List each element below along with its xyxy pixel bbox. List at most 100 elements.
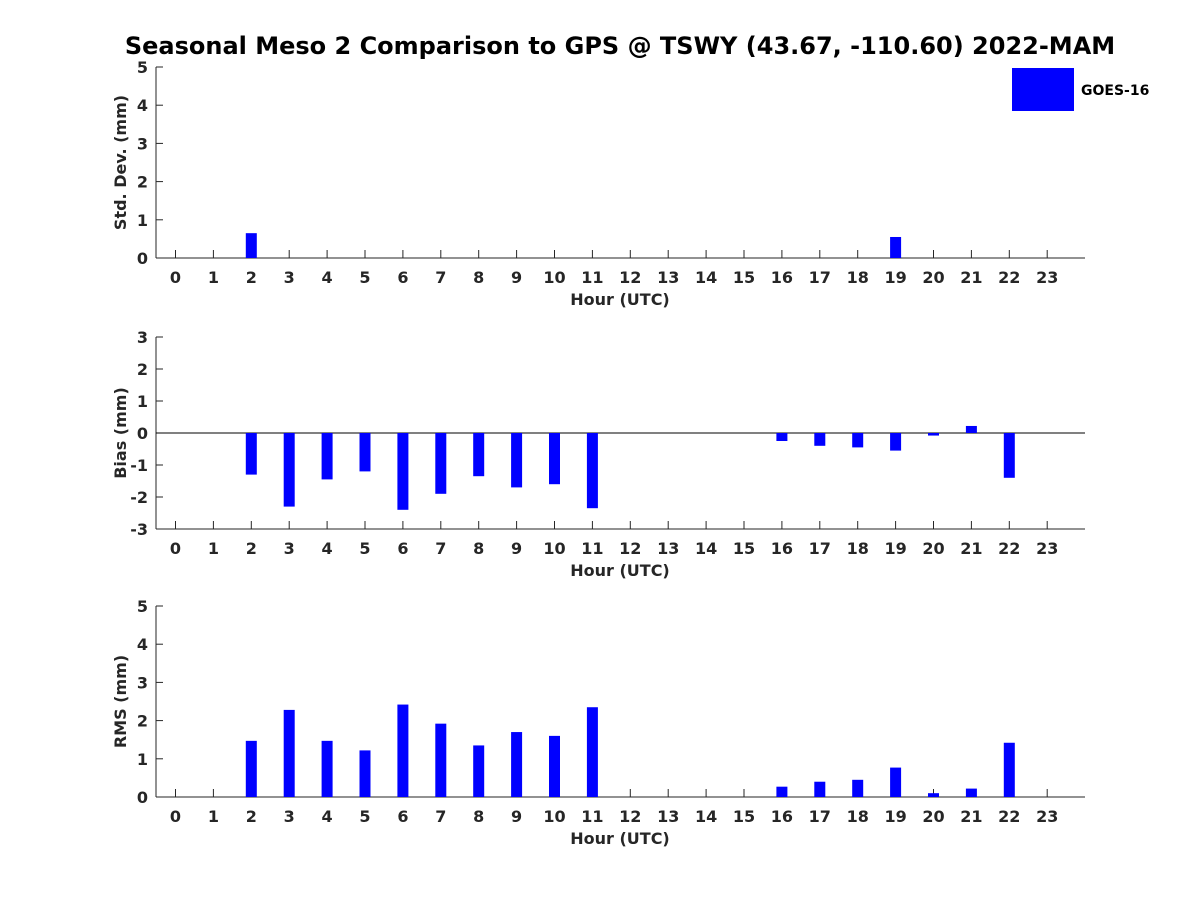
x-tick-label: 6 bbox=[397, 807, 408, 826]
x-tick-label: 3 bbox=[284, 807, 295, 826]
bar-rms-hour-17 bbox=[814, 781, 826, 797]
x-tick-label: 5 bbox=[359, 539, 370, 558]
x-tick-label: 20 bbox=[922, 807, 944, 826]
legend-swatch bbox=[1012, 68, 1074, 111]
x-tick-label: 2 bbox=[246, 539, 257, 558]
x-tick-label: 3 bbox=[284, 539, 295, 558]
x-tick-label: 15 bbox=[733, 539, 755, 558]
x-tick-label: 13 bbox=[657, 807, 679, 826]
bar-std-hour-2 bbox=[245, 233, 257, 258]
y-tick-label: 0 bbox=[137, 788, 148, 807]
x-tick-label: 16 bbox=[771, 539, 793, 558]
y-axis-label: Bias (mm) bbox=[111, 387, 130, 479]
y-tick-label: -1 bbox=[130, 456, 148, 475]
x-tick-label: 5 bbox=[359, 807, 370, 826]
x-tick-label: 11 bbox=[581, 807, 603, 826]
x-tick-label: 7 bbox=[435, 807, 446, 826]
x-tick-label: 14 bbox=[695, 268, 717, 287]
x-tick-label: 15 bbox=[733, 807, 755, 826]
bar-rms-hour-18 bbox=[852, 779, 864, 797]
bar-bias-hour-3 bbox=[283, 433, 295, 507]
bar-rms-hour-9 bbox=[511, 732, 523, 797]
x-tick-label: 15 bbox=[733, 268, 755, 287]
x-tick-label: 1 bbox=[208, 268, 219, 287]
bar-std-hour-19 bbox=[890, 236, 902, 258]
x-tick-label: 17 bbox=[809, 539, 831, 558]
x-tick-label: 10 bbox=[543, 807, 565, 826]
bar-rms-hour-19 bbox=[890, 767, 902, 797]
y-tick-label: 3 bbox=[137, 673, 148, 692]
x-tick-label: 9 bbox=[511, 539, 522, 558]
x-tick-label: 1 bbox=[208, 807, 219, 826]
x-tick-label: 7 bbox=[435, 539, 446, 558]
bar-bias-hour-2 bbox=[245, 433, 257, 475]
bar-rms-hour-8 bbox=[473, 745, 485, 797]
x-tick-label: 14 bbox=[695, 539, 717, 558]
x-tick-label: 14 bbox=[695, 807, 717, 826]
x-tick-label: 3 bbox=[284, 268, 295, 287]
bar-rms-hour-7 bbox=[435, 723, 447, 797]
x-tick-label: 0 bbox=[170, 807, 181, 826]
bar-rms-hour-22 bbox=[1003, 742, 1015, 797]
bar-bias-hour-20 bbox=[928, 433, 939, 436]
x-tick-label: 11 bbox=[581, 539, 603, 558]
bar-bias-hour-8 bbox=[473, 433, 485, 477]
y-axis-label: RMS (mm) bbox=[111, 655, 130, 748]
legend-label: GOES-16 bbox=[1081, 83, 1149, 99]
x-tick-label: 17 bbox=[809, 807, 831, 826]
bar-bias-hour-4 bbox=[321, 433, 333, 480]
x-tick-label: 4 bbox=[322, 539, 333, 558]
x-tick-label: 0 bbox=[170, 268, 181, 287]
x-tick-label: 18 bbox=[847, 268, 869, 287]
bar-bias-hour-7 bbox=[435, 433, 447, 494]
y-tick-label: 1 bbox=[137, 750, 148, 769]
x-tick-label: 21 bbox=[960, 807, 982, 826]
y-tick-label: 0 bbox=[137, 249, 148, 268]
bar-bias-hour-17 bbox=[814, 433, 826, 446]
bar-rms-hour-5 bbox=[359, 750, 371, 797]
bar-bias-hour-21 bbox=[965, 425, 977, 433]
x-tick-label: 18 bbox=[847, 807, 869, 826]
bar-rms-hour-20 bbox=[928, 793, 939, 797]
x-tick-label: 6 bbox=[397, 539, 408, 558]
x-tick-label: 13 bbox=[657, 539, 679, 558]
y-tick-label: 3 bbox=[137, 328, 148, 347]
x-tick-label: 11 bbox=[581, 268, 603, 287]
x-tick-label: 17 bbox=[809, 268, 831, 287]
bar-rms-hour-2 bbox=[245, 740, 257, 797]
bar-bias-hour-18 bbox=[852, 433, 864, 448]
x-tick-label: 5 bbox=[359, 268, 370, 287]
y-tick-label: 4 bbox=[137, 635, 148, 654]
y-tick-label: 3 bbox=[137, 134, 148, 153]
bar-bias-hour-22 bbox=[1003, 433, 1015, 478]
bar-rms-hour-10 bbox=[549, 735, 560, 797]
y-tick-label: -3 bbox=[130, 520, 148, 539]
x-tick-label: 4 bbox=[322, 268, 333, 287]
x-tick-label: 19 bbox=[884, 807, 906, 826]
bar-bias-hour-16 bbox=[776, 433, 788, 441]
x-tick-label: 4 bbox=[322, 807, 333, 826]
bar-rms-hour-3 bbox=[283, 709, 295, 797]
y-tick-label: 5 bbox=[137, 597, 148, 616]
y-tick-label: 0 bbox=[137, 424, 148, 443]
x-tick-label: 12 bbox=[619, 268, 641, 287]
x-tick-label: 19 bbox=[884, 539, 906, 558]
x-axis-label: Hour (UTC) bbox=[570, 290, 670, 309]
x-tick-label: 0 bbox=[170, 539, 181, 558]
bar-bias-hour-5 bbox=[359, 433, 371, 472]
x-tick-label: 7 bbox=[435, 268, 446, 287]
x-tick-label: 1 bbox=[208, 539, 219, 558]
y-tick-label: 1 bbox=[137, 211, 148, 230]
x-tick-label: 8 bbox=[473, 807, 484, 826]
bar-bias-hour-10 bbox=[549, 433, 560, 485]
x-tick-label: 2 bbox=[246, 268, 257, 287]
x-axis-label: Hour (UTC) bbox=[570, 829, 670, 848]
x-tick-label: 13 bbox=[657, 268, 679, 287]
bar-rms-hour-4 bbox=[321, 740, 333, 797]
x-tick-label: 22 bbox=[998, 807, 1020, 826]
bar-bias-hour-9 bbox=[511, 433, 523, 488]
y-tick-label: 2 bbox=[137, 173, 148, 192]
